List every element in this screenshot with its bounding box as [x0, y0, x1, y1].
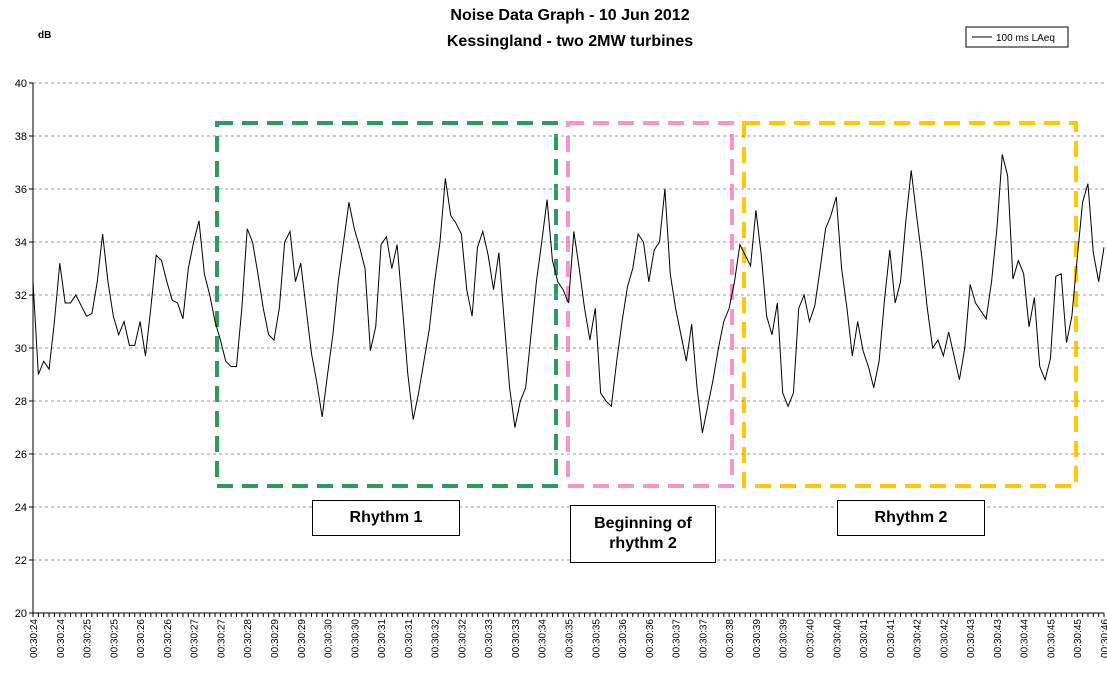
x-tick-label: 00:30:30 [350, 619, 361, 658]
y-tick-label: 26 [15, 449, 27, 461]
y-tick-label: 28 [15, 396, 27, 408]
legend-label: 100 ms LAeq [996, 33, 1055, 44]
x-tick-label: 00:30:25 [109, 619, 120, 658]
x-tick-label: 00:30:31 [404, 619, 415, 658]
x-tick-label: 00:30:26 [163, 619, 174, 658]
x-tick-label: 00:30:27 [190, 619, 201, 658]
x-tick-label: 00:30:29 [270, 619, 281, 658]
x-tick-label: 00:30:39 [752, 619, 763, 658]
chart-title: Noise Data Graph - 10 Jun 2012 [450, 7, 689, 24]
x-tick-label: 00:30:38 [725, 619, 736, 658]
x-tick-label: 00:30:46 [1100, 619, 1107, 658]
beginning-box [566, 121, 734, 488]
y-tick-label: 40 [15, 78, 27, 90]
y-axis-label: dB [38, 30, 51, 41]
x-tick-label: 00:30:31 [377, 619, 388, 658]
x-tick-label: 00:30:37 [698, 619, 709, 658]
annotation: Rhythm 2 [837, 500, 985, 536]
x-tick-label: 00:30:42 [939, 619, 950, 658]
x-tick-label: 00:30:30 [324, 619, 335, 658]
x-tick-label: 00:30:45 [1046, 619, 1057, 658]
x-tick-label: 00:30:26 [136, 619, 147, 658]
x-tick-label: 00:30:43 [966, 619, 977, 658]
x-tick-label: 00:30:24 [56, 619, 67, 658]
x-tick-label: 00:30:37 [672, 619, 683, 658]
x-tick-label: 00:30:35 [591, 619, 602, 658]
y-tick-label: 24 [15, 502, 27, 514]
x-tick-label: 00:30:28 [243, 619, 254, 658]
annotation: Beginning of rhythm 2 [570, 505, 716, 563]
x-tick-label: 00:30:39 [779, 619, 790, 658]
x-tick-label: 00:30:34 [538, 619, 549, 658]
x-tick-label: 00:30:29 [297, 619, 308, 658]
y-tick-label: 36 [15, 184, 27, 196]
x-tick-label: 00:30:41 [859, 619, 870, 658]
y-tick-label: 32 [15, 290, 27, 302]
x-tick-label: 00:30:43 [993, 619, 1004, 658]
x-tick-label: 00:30:32 [457, 619, 468, 658]
chart-subtitle: Kessingland - two 2MW turbines [447, 33, 693, 50]
x-tick-label: 00:30:27 [216, 619, 227, 658]
x-tick-label: 00:30:36 [618, 619, 629, 658]
annotation: Rhythm 1 [312, 500, 460, 536]
x-tick-label: 00:30:40 [832, 619, 843, 658]
y-tick-label: 34 [15, 237, 27, 249]
y-tick-label: 38 [15, 131, 27, 143]
x-tick-label: 00:30:41 [886, 619, 897, 658]
x-tick-label: 00:30:24 [29, 619, 40, 658]
y-tick-label: 20 [15, 608, 27, 620]
x-tick-label: 00:30:44 [1020, 619, 1031, 658]
series-line [32, 154, 1105, 433]
rhythm-1-box [215, 121, 558, 488]
x-tick-label: 00:30:45 [1073, 619, 1084, 658]
x-tick-label: 00:30:33 [511, 619, 522, 658]
x-tick-label: 00:30:36 [645, 619, 656, 658]
x-tick-label: 00:30:35 [565, 619, 576, 658]
y-tick-label: 30 [15, 343, 27, 355]
legend-box [965, 26, 1069, 48]
x-tick-label: 00:30:32 [431, 619, 442, 658]
rhythm-2-box [742, 121, 1078, 488]
x-tick-label: 00:30:40 [805, 619, 816, 658]
y-tick-label: 22 [15, 555, 27, 567]
x-tick-label: 00:30:25 [83, 619, 94, 658]
x-tick-label: 00:30:42 [913, 619, 924, 658]
x-tick-label: 00:30:33 [484, 619, 495, 658]
